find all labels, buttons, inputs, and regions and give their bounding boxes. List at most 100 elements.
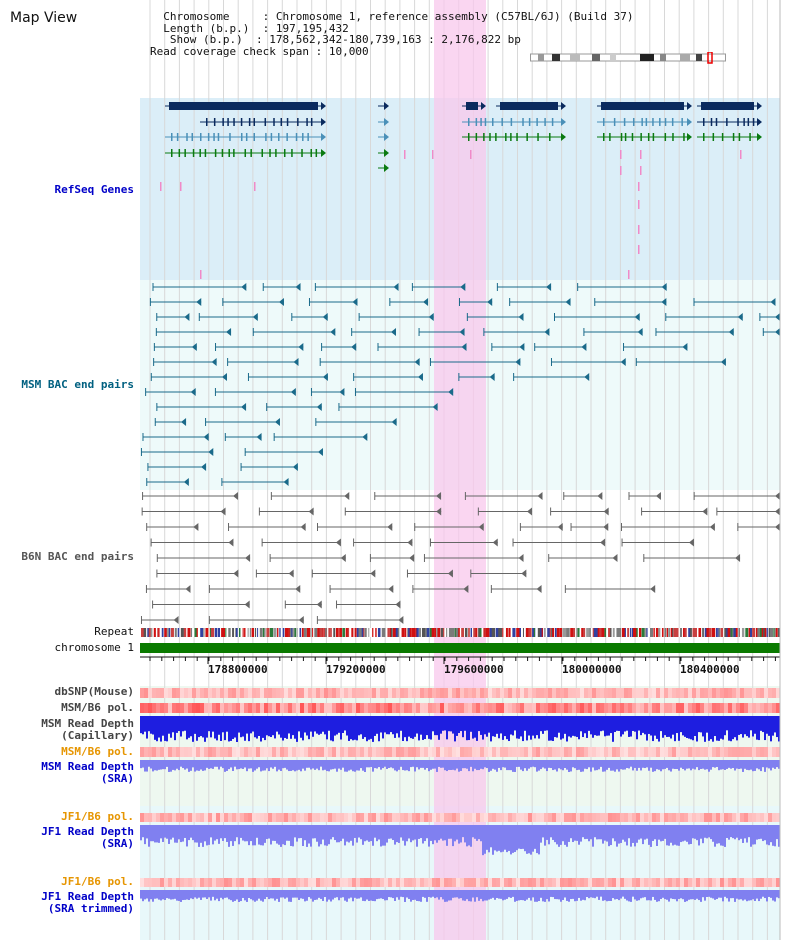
heat-cell: [724, 688, 728, 698]
gene-exon: [269, 149, 271, 157]
heat-cell: [536, 813, 540, 822]
depth-bar: [424, 825, 426, 842]
track-label-jf1-b6-pol-1[interactable]: JF1/B6 pol.: [61, 810, 134, 823]
depth-bar: [156, 716, 158, 742]
depth-bar: [512, 825, 514, 853]
depth-bar: [708, 760, 710, 772]
depth-bar: [472, 716, 474, 739]
depth-bar: [604, 716, 606, 737]
heat-cell: [728, 747, 732, 757]
depth-bar: [450, 760, 452, 770]
heat-cell: [476, 747, 480, 757]
depth-bar: [302, 716, 304, 741]
chromosome-ideogram[interactable]: [530, 52, 730, 64]
depth-bar: [510, 716, 512, 735]
track-label-jf1-trimmed[interactable]: JF1 Read Depth: [41, 890, 134, 903]
heat-cell: [760, 703, 764, 713]
heat-cell: [608, 703, 612, 713]
track-label-msm-depth-sra[interactable]: MSM Read Depth: [41, 760, 134, 773]
depth-bar: [668, 760, 670, 771]
depth-bar: [376, 716, 378, 734]
repeat-element: [210, 628, 215, 637]
gene-strand-arrow: [321, 102, 326, 110]
depth-bar: [574, 760, 576, 769]
depth-bar: [728, 825, 730, 840]
track-label-msm-depth-capillary[interactable]: MSM Read Depth: [41, 717, 134, 730]
heat-cell: [256, 703, 260, 713]
depth-bar: [316, 716, 318, 734]
repeat-element: [593, 628, 597, 637]
heat-cell: [552, 703, 556, 713]
track-label-repeat[interactable]: Repeat: [94, 625, 134, 638]
depth-bar: [416, 890, 418, 902]
depth-bar: [544, 716, 546, 731]
heat-cell: [280, 688, 284, 698]
heat-cell: [504, 813, 508, 822]
depth-bar: [280, 716, 282, 738]
gene-exon: [297, 118, 299, 126]
heat-cell: [728, 813, 732, 822]
heat-cell: [476, 813, 480, 822]
heat-cell: [680, 813, 684, 822]
depth-bar: [556, 760, 558, 772]
depth-bar: [252, 890, 254, 901]
heat-cell: [528, 688, 532, 698]
depth-bar: [502, 825, 504, 852]
heat-cell: [428, 747, 432, 757]
heat-cell: [360, 747, 364, 757]
bac-pair-arrow: [661, 298, 667, 306]
depth-bar: [772, 716, 774, 736]
depth-bar: [646, 890, 648, 901]
repeat-element: [368, 628, 370, 637]
track-label-msm-b6-pol-1[interactable]: MSM/B6 pol.: [61, 701, 134, 714]
depth-bar: [266, 716, 268, 736]
heat-cell: [632, 878, 636, 887]
depth-bar: [626, 716, 628, 731]
heat-cell: [476, 703, 480, 713]
depth-bar: [174, 890, 176, 899]
heat-cell: [204, 813, 208, 822]
depth-bar: [738, 890, 740, 900]
heat-cell: [496, 703, 500, 713]
heat-cell: [480, 747, 484, 757]
depth-bar: [316, 760, 318, 769]
repeat-element: [232, 628, 234, 637]
repeat-element: [491, 628, 496, 637]
repeat-element: [702, 628, 704, 637]
heat-cell: [760, 813, 764, 822]
heat-cell: [288, 813, 292, 822]
heat-cell: [692, 747, 696, 757]
track-label-dbsnp[interactable]: dbSNP(Mouse): [54, 685, 134, 698]
track-label-jf1-depth[interactable]: JF1 Read Depth: [41, 825, 134, 838]
gene-exon: [280, 118, 283, 126]
heat-cell: [224, 703, 228, 713]
heat-cell: [580, 747, 584, 757]
depth-bar: [186, 716, 188, 740]
depth-bar: [728, 716, 730, 741]
heat-cell: [500, 878, 504, 887]
repeat-element: [698, 628, 702, 637]
track-label-msm-b6-pol-2[interactable]: MSM/B6 pol.: [61, 745, 134, 758]
gene-exon: [240, 118, 243, 126]
track-label-refseq[interactable]: RefSeq Genes: [54, 183, 134, 196]
track-label-msm-bac[interactable]: MSM BAC end pairs: [21, 378, 134, 391]
depth-bar: [736, 760, 738, 769]
repeat-element: [689, 628, 692, 637]
gene-exon: [191, 133, 194, 141]
track-label-b6n-bac[interactable]: B6N BAC end pairs: [21, 550, 134, 563]
track-label-jf1-b6-pol-2[interactable]: JF1/B6 pol.: [61, 875, 134, 888]
heat-cell: [604, 813, 608, 822]
heat-cell: [692, 878, 696, 887]
heat-cell: [508, 747, 512, 757]
depth-bar: [730, 716, 732, 742]
repeat-element: [720, 628, 724, 637]
depth-bar: [778, 716, 780, 742]
depth-bar: [736, 716, 738, 741]
repeat-element: [528, 628, 532, 637]
repeat-element: [339, 628, 342, 637]
depth-bar: [192, 716, 194, 742]
heat-cell: [420, 878, 424, 887]
depth-bar: [288, 890, 290, 902]
track-label-chromosome[interactable]: chromosome 1: [54, 641, 134, 654]
depth-bar: [698, 716, 700, 733]
